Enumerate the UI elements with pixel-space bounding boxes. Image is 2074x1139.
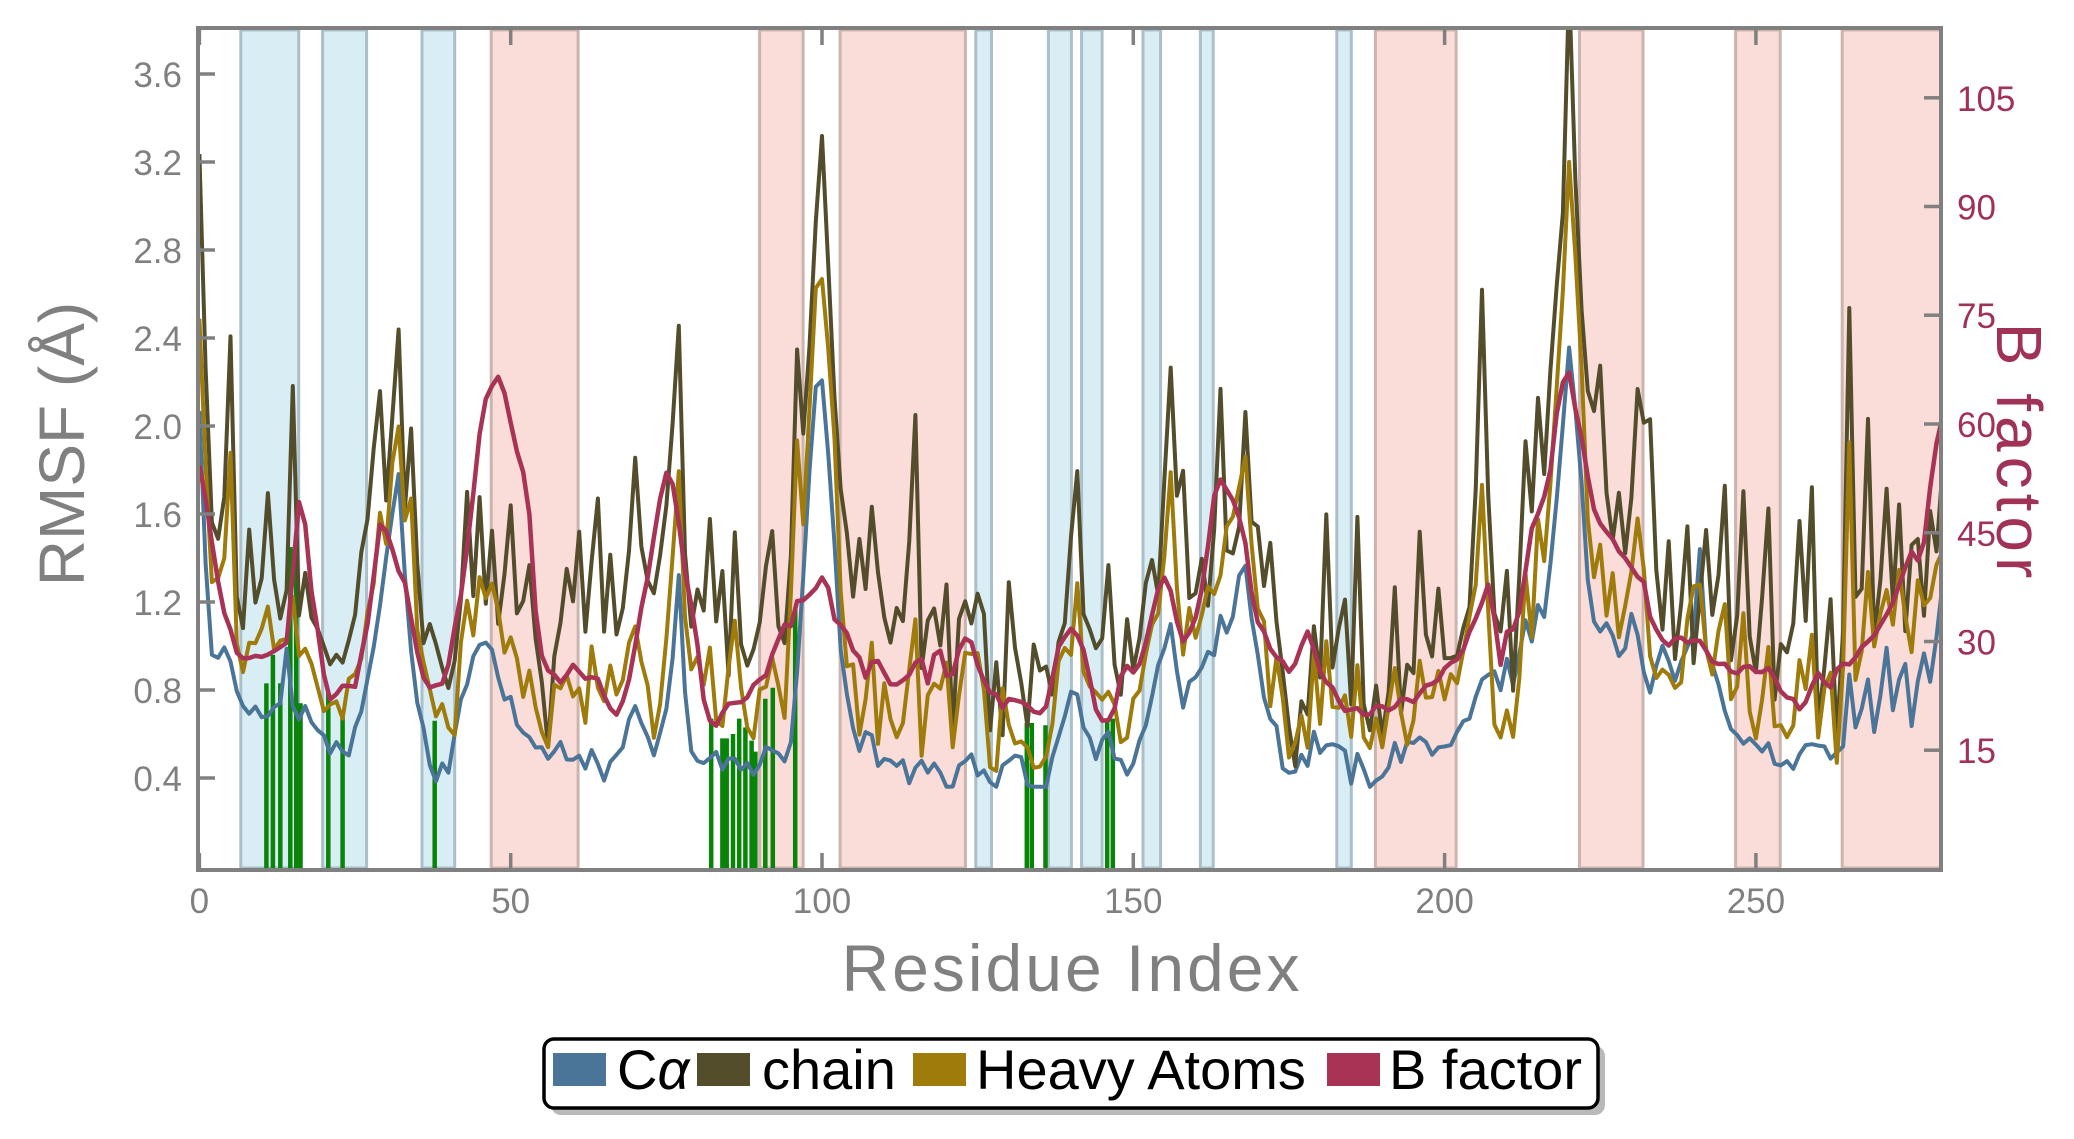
svg-text:B factor: B factor xyxy=(1983,323,2055,584)
svg-text:50: 50 xyxy=(491,882,530,921)
svg-text:RMSF (Å): RMSF (Å) xyxy=(26,302,98,586)
svg-text:105: 105 xyxy=(1957,80,2015,119)
svg-text:45: 45 xyxy=(1957,515,1996,554)
svg-text:chain: chain xyxy=(762,1038,896,1101)
svg-text:90: 90 xyxy=(1957,189,1996,228)
svg-text:150: 150 xyxy=(1104,882,1162,921)
svg-text:1.6: 1.6 xyxy=(133,496,182,535)
svg-text:60: 60 xyxy=(1957,406,1996,445)
svg-text:2.0: 2.0 xyxy=(133,408,182,447)
svg-text:0: 0 xyxy=(190,882,209,921)
svg-text:200: 200 xyxy=(1415,882,1473,921)
svg-text:30: 30 xyxy=(1957,624,1996,663)
svg-text:1.2: 1.2 xyxy=(133,584,182,623)
svg-text:0.4: 0.4 xyxy=(133,760,182,799)
svg-text:Residue Index: Residue Index xyxy=(842,931,1303,1005)
svg-text:B factor: B factor xyxy=(1389,1038,1582,1101)
svg-text:3.6: 3.6 xyxy=(133,56,182,95)
svg-text:Heavy Atoms: Heavy Atoms xyxy=(976,1038,1306,1101)
svg-text:3.2: 3.2 xyxy=(133,144,182,183)
svg-text:100: 100 xyxy=(793,882,851,921)
svg-text:2.8: 2.8 xyxy=(133,232,182,271)
svg-text:75: 75 xyxy=(1957,297,1996,336)
svg-text:15: 15 xyxy=(1957,732,1996,771)
svg-text:250: 250 xyxy=(1727,882,1785,921)
svg-text:2.4: 2.4 xyxy=(133,320,182,359)
svg-text:0.8: 0.8 xyxy=(133,672,182,711)
svg-text:Cα: Cα xyxy=(617,1038,691,1101)
